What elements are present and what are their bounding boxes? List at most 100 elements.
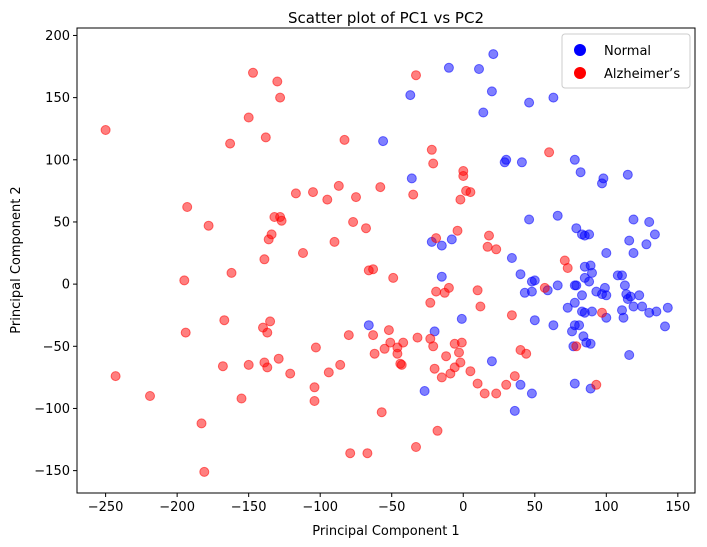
point-normal-14 [598, 173, 609, 184]
point-alzheimers-36 [452, 225, 463, 236]
point-alzheimers-3 [275, 92, 286, 103]
point-normal-85 [585, 338, 596, 349]
point-alzheimers-81 [392, 348, 403, 359]
point-alzheimers-69 [506, 310, 517, 321]
point-normal-26 [624, 235, 635, 246]
point-normal-27 [628, 248, 639, 258]
point-alzheimers-56 [379, 343, 390, 354]
point-alzheimers-31 [348, 217, 359, 227]
point-alzheimers-92 [441, 351, 452, 362]
point-alzheimers-4 [243, 112, 254, 123]
point-normal-42 [526, 286, 537, 297]
point-alzheimers-39 [491, 244, 502, 255]
point-alzheimers-19 [375, 182, 386, 193]
point-alzheimers-9 [426, 144, 437, 155]
point-normal-17 [406, 173, 417, 184]
point-normal-29 [641, 239, 652, 250]
point-alzheimers-49 [262, 327, 273, 338]
point-normal-45 [587, 267, 597, 278]
point-alzheimers-33 [298, 248, 308, 258]
point-normal-24 [628, 214, 639, 225]
point-normal-35 [436, 271, 447, 282]
point-normal-63 [637, 301, 648, 312]
point-alzheimers-17 [351, 192, 361, 203]
point-alzheimers-99 [521, 348, 532, 359]
point-alzheimers-104 [309, 396, 320, 406]
y-tick-label: −100 [34, 402, 70, 417]
point-normal-5 [405, 90, 416, 101]
point-alzheimers-34 [329, 236, 340, 247]
point-normal-50 [577, 290, 587, 301]
point-alzheimers-100 [571, 341, 582, 352]
point-alzheimers-28 [269, 212, 280, 222]
point-alzheimers-11 [544, 147, 555, 158]
point-normal-67 [569, 297, 580, 308]
legend: Normal Alzheimer’s [561, 33, 691, 89]
point-alzheimers-93 [445, 368, 456, 379]
point-alzheimers-105 [345, 448, 356, 459]
point-alzheimers-55 [383, 325, 394, 336]
point-alzheimers-91 [436, 372, 447, 383]
x-tick-label: 150 [665, 500, 690, 515]
point-alzheimers-106 [362, 448, 373, 459]
point-alzheimers-89 [479, 388, 490, 399]
point-normal-30 [649, 229, 660, 240]
y-tick-label: −150 [34, 464, 70, 479]
point-alzheimers-30 [263, 234, 274, 245]
point-alzheimers-66 [439, 287, 450, 298]
point-alzheimers-97 [509, 371, 520, 382]
point-alzheimers-112 [376, 407, 387, 418]
x-tick-label: 100 [594, 500, 619, 515]
legend-label-normal: Normal [604, 44, 651, 59]
point-alzheimers-40 [226, 267, 237, 278]
point-normal-25 [644, 217, 655, 227]
point-alzheimers-79 [323, 367, 334, 378]
legend-box [561, 33, 691, 89]
y-tick-label: 100 [45, 153, 70, 168]
point-alzheimers-22 [465, 187, 476, 198]
point-alzheimers-0 [100, 125, 111, 135]
point-normal-54 [601, 290, 612, 301]
point-normal-78 [529, 315, 540, 326]
point-normal-89 [486, 356, 497, 367]
point-alzheimers-76 [285, 368, 296, 379]
point-normal-9 [516, 157, 527, 168]
point-alzheimers-70 [539, 282, 550, 293]
point-normal-12 [569, 154, 580, 165]
point-normal-73 [618, 312, 629, 323]
point-alzheimers-115 [396, 359, 407, 370]
point-alzheimers-44 [259, 254, 270, 265]
point-alzheimers-2 [272, 76, 283, 87]
point-alzheimers-95 [491, 388, 502, 399]
point-alzheimers-94 [454, 347, 464, 358]
point-normal-16 [622, 169, 633, 180]
point-alzheimers-74 [262, 362, 273, 373]
point-alzheimers-113 [411, 442, 421, 452]
point-normal-91 [515, 379, 526, 390]
point-normal-1 [474, 64, 484, 74]
point-normal-36 [515, 269, 526, 280]
point-alzheimers-45 [179, 275, 190, 286]
point-alzheimers-10 [428, 158, 439, 169]
point-normal-76 [363, 320, 374, 331]
point-alzheimers-46 [219, 315, 230, 326]
point-alzheimers-24 [182, 202, 193, 212]
point-normal-77 [429, 326, 440, 337]
point-alzheimers-88 [472, 378, 483, 389]
point-normal-60 [625, 291, 636, 302]
point-alzheimers-16 [333, 180, 344, 191]
point-alzheimers-67 [472, 285, 483, 296]
point-normal-66 [662, 302, 673, 313]
point-normal-62 [634, 290, 645, 301]
point-alzheimers-85 [455, 357, 466, 368]
point-alzheimers-57 [385, 337, 396, 348]
point-alzheimers-50 [180, 327, 191, 338]
point-normal-8 [378, 136, 389, 147]
legend-label-alzheimers: Alzheimer’s [604, 67, 680, 82]
point-normal-23 [584, 229, 595, 240]
point-alzheimers-59 [398, 337, 409, 348]
point-alzheimers-23 [455, 194, 466, 205]
point-alzheimers-114 [432, 425, 443, 436]
point-normal-81 [567, 326, 577, 337]
